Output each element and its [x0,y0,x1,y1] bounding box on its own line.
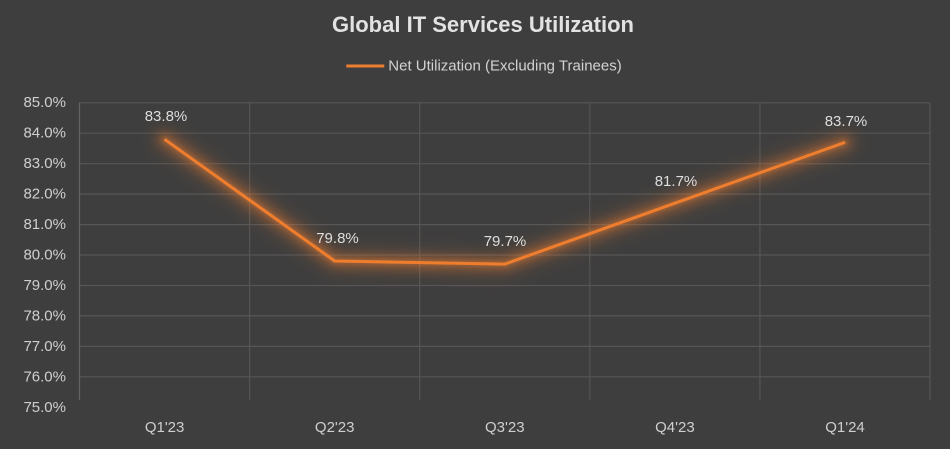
svg-text:77.0%: 77.0% [23,338,66,355]
svg-text:81.7%: 81.7% [655,173,698,190]
svg-text:82.0%: 82.0% [23,186,66,203]
svg-text:79.7%: 79.7% [484,233,527,250]
svg-text:83.0%: 83.0% [23,155,66,172]
svg-text:78.0%: 78.0% [23,307,66,324]
svg-text:Q1'24: Q1'24 [825,419,865,436]
svg-text:83.8%: 83.8% [145,108,188,125]
svg-text:79.0%: 79.0% [23,277,66,294]
svg-text:Q4'23: Q4'23 [655,419,695,436]
svg-text:83.7%: 83.7% [825,113,868,130]
svg-text:84.0%: 84.0% [23,125,66,142]
svg-text:81.0%: 81.0% [23,216,66,233]
svg-text:75.0%: 75.0% [23,399,66,416]
svg-text:Q1'23: Q1'23 [145,419,185,436]
svg-text:Q2'23: Q2'23 [315,419,355,436]
svg-text:76.0%: 76.0% [23,368,66,385]
svg-text:Q3'23: Q3'23 [485,419,525,436]
svg-text:80.0%: 80.0% [23,246,66,263]
svg-text:85.0%: 85.0% [23,94,66,111]
svg-text:79.8%: 79.8% [316,230,359,247]
